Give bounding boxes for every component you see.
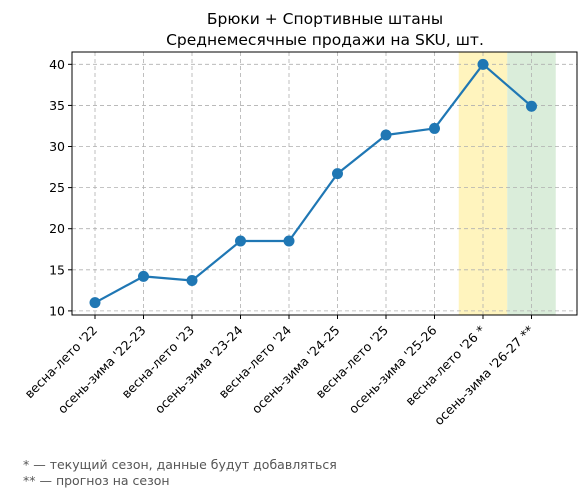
x-tick-label: осень-зима '23-24 [152,322,246,416]
data-point [138,270,149,282]
current-season-band [458,52,508,315]
data-point [332,168,343,180]
data-point [526,100,537,112]
y-tick-label: 40 [49,57,65,72]
x-tick-label: осень-зима '25-26 [346,322,440,416]
data-point [186,274,198,286]
y-tick-label: 20 [49,221,65,236]
y-tick-label: 15 [49,262,65,277]
data-point [380,129,392,141]
x-tick-label: осень-зима '22-23 [55,323,149,417]
y-tick-label: 10 [49,303,65,318]
data-point [477,58,489,70]
footnote-current-season: * — текущий сезон, данные будут добавлят… [23,457,337,472]
series-line [94,63,533,304]
data-point [235,235,246,247]
data-point [89,297,101,309]
x-tick-label: осень-зима '24-25 [249,323,343,417]
plot-frame [71,51,578,316]
chart-subtitle: Среднемесячные продажи на SKU, шт. [166,31,484,49]
data-point [283,235,295,247]
y-tick-label: 25 [49,180,65,195]
data-point [429,122,440,134]
y-tick-label: 35 [49,98,65,113]
x-tick-label: осень-зима '26-27 ** [431,323,537,429]
chart-title: Брюки + Спортивные штаны [207,10,443,28]
y-tick-label: 30 [49,139,65,154]
footnote-forecast: ** — прогноз на сезон [23,473,170,488]
